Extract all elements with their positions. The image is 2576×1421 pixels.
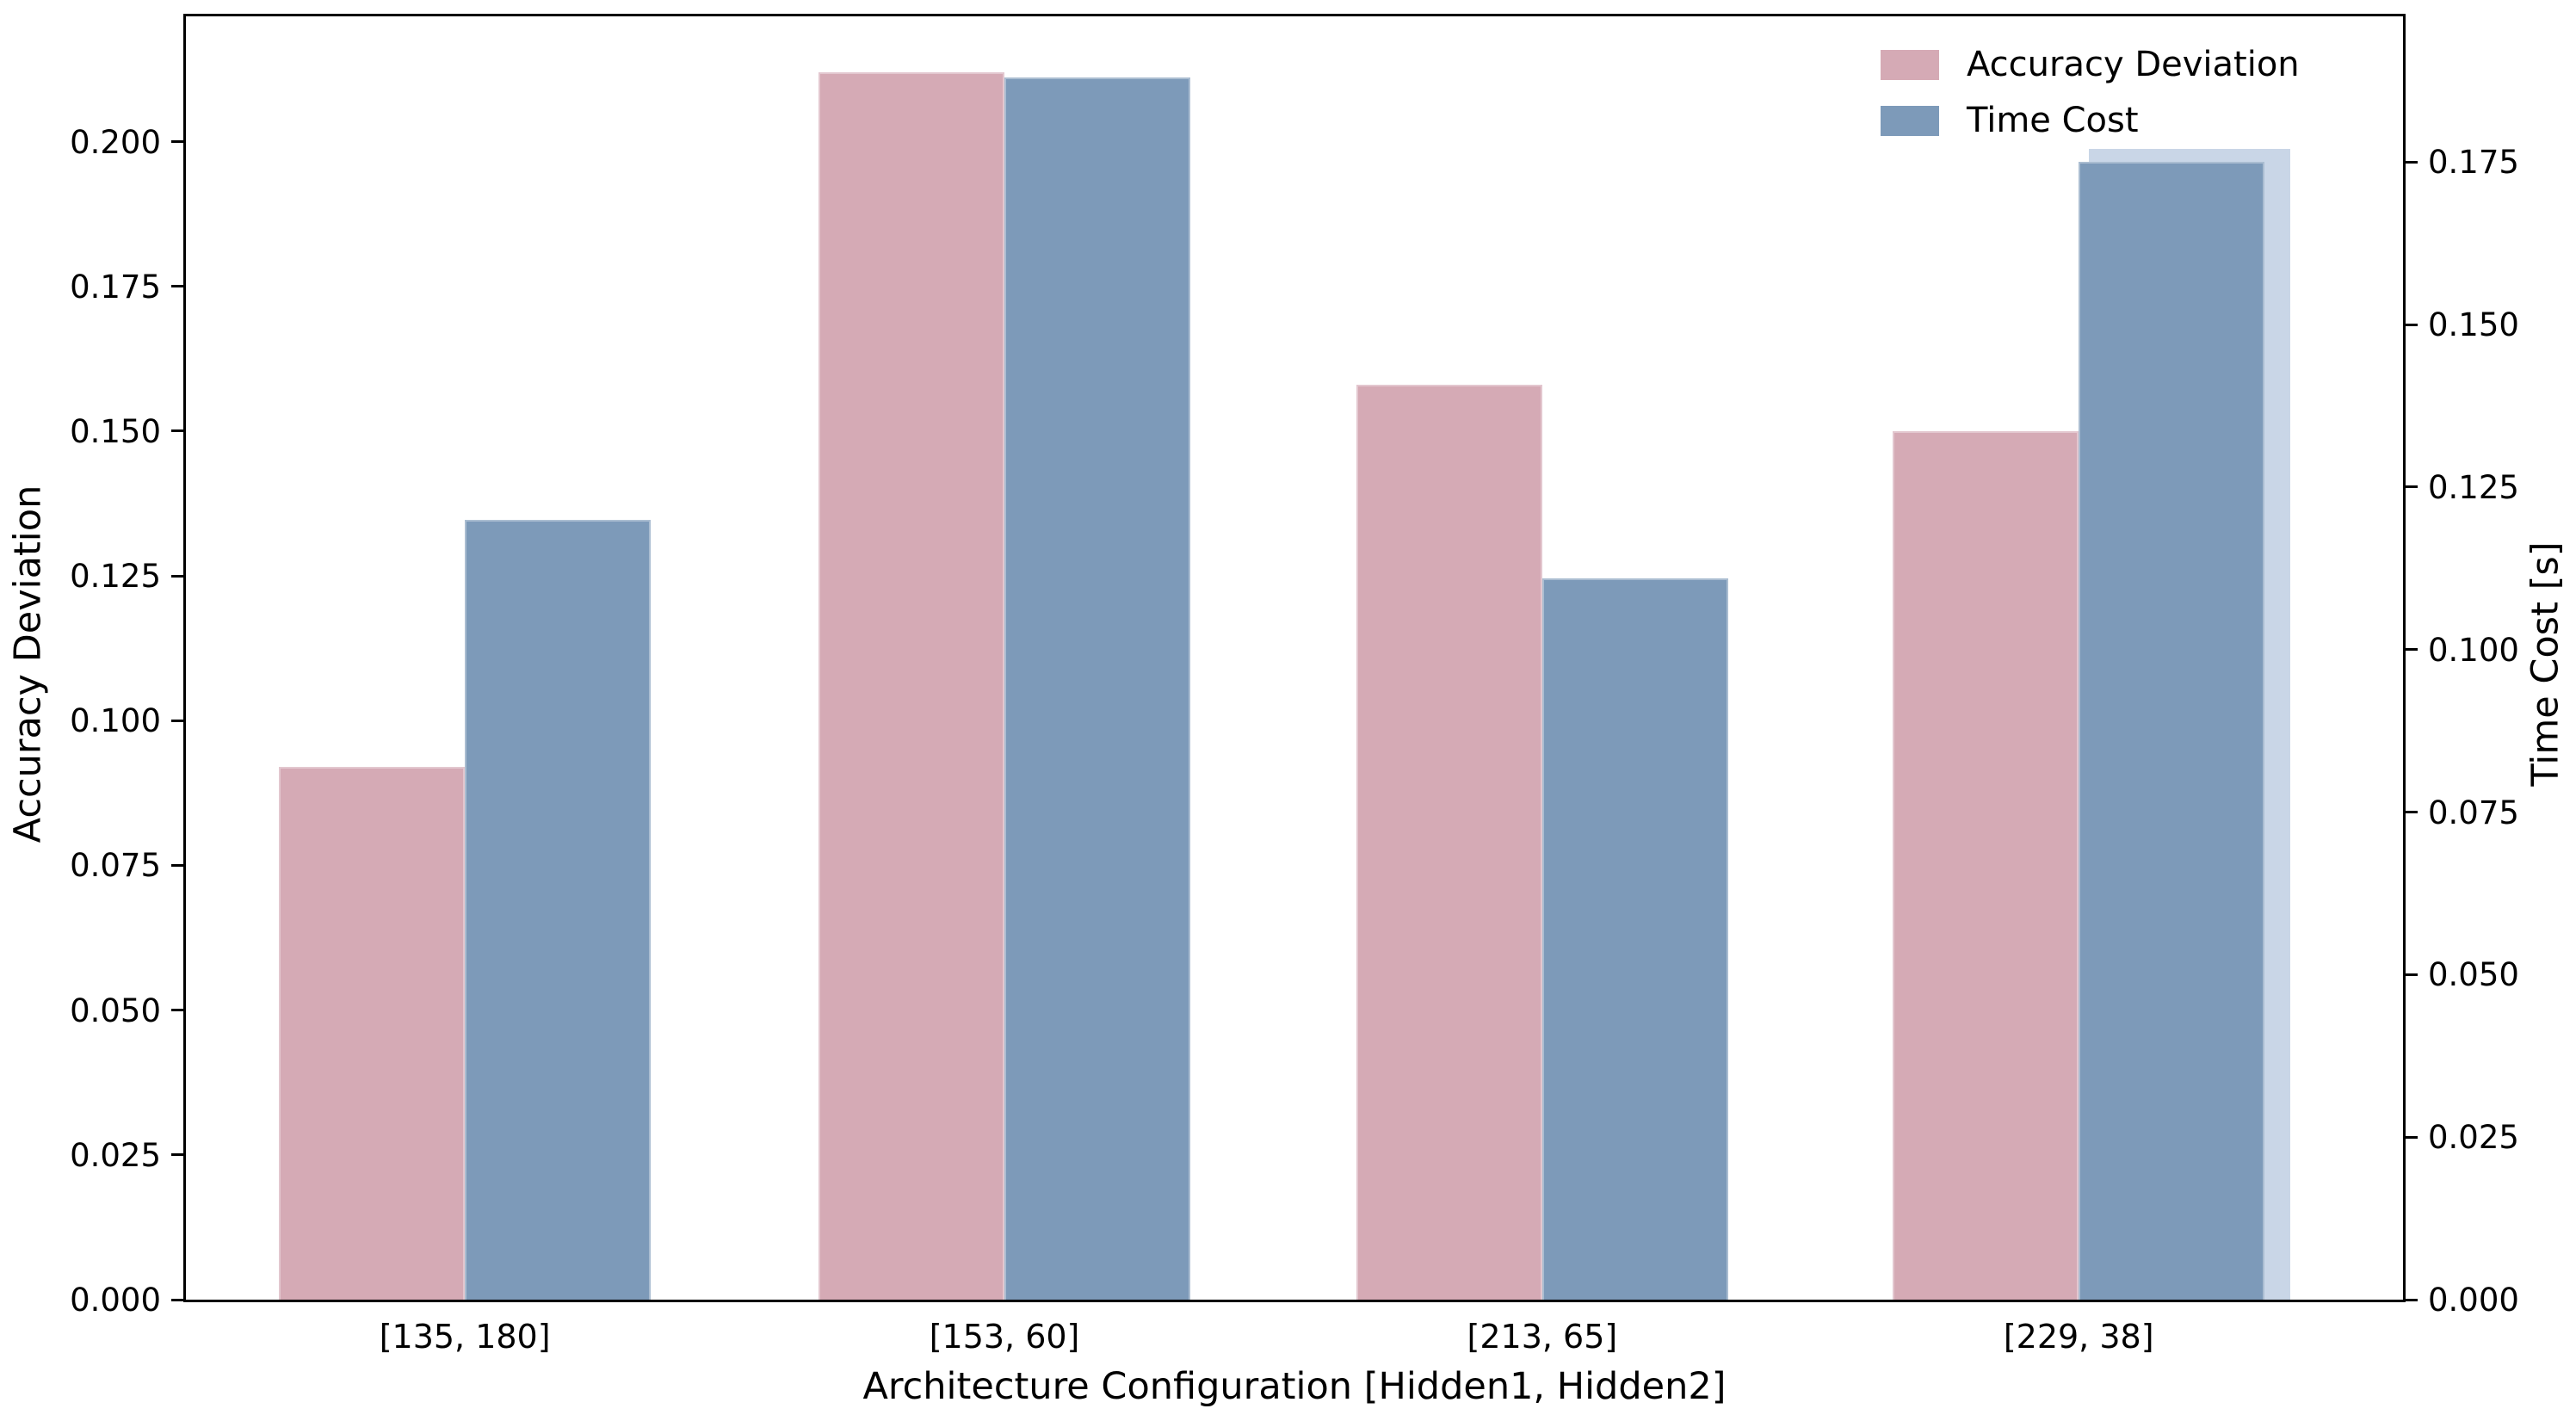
x-tick-label-3: [229, 38] [2003,1318,2154,1356]
y-tick-mark-left [171,1153,183,1157]
y-tick-mark-right [2406,811,2418,814]
y-tick-mark-left [171,574,183,578]
bar-accuracy-deviation-0 [279,767,466,1300]
legend-entry-time-cost: Time Cost [1881,103,2300,138]
y-tick-mark-left [171,429,183,433]
y-tick-label-left: 0.000 [70,1282,161,1319]
bar-accuracy-deviation-3 [1893,430,2079,1300]
y-tick-label-right: 0.050 [2428,956,2519,994]
y-tick-label-left: 0.200 [70,123,161,161]
legend: Accuracy Deviation Time Cost [1881,47,2300,159]
legend-entry-accuracy-deviation: Accuracy Deviation [1881,47,2300,82]
y-tick-mark-right [2406,1298,2418,1301]
legend-label: Accuracy Deviation [1967,45,2300,84]
bar-time-cost-3 [2079,162,2265,1300]
y-tick-label-right: 0.175 [2428,144,2519,182]
y-tick-label-left: 0.175 [70,268,161,306]
x-tick-label-2: [213, 65] [1467,1318,1618,1356]
y-tick-mark-left [171,863,183,867]
bar-time-cost-2 [1541,578,1728,1300]
y-tick-label-right: 0.125 [2428,468,2519,506]
y-tick-label-right: 0.000 [2428,1282,2519,1319]
y-tick-mark-right [2406,973,2418,976]
legend-swatch-blue-icon [1881,105,1939,136]
bar-accuracy-deviation-1 [819,71,1005,1300]
y-tick-label-left: 0.025 [70,1136,161,1174]
bar-time-cost-0 [465,519,652,1300]
y-tick-mark-right [2406,485,2418,489]
y-tick-label-right: 0.100 [2428,631,2519,669]
y-tick-label-left: 0.125 [70,558,161,596]
y-tick-label-left: 0.150 [70,412,161,450]
y-axis-label-left: Accuracy Deviation [6,485,50,843]
y-tick-mark-left [171,1298,183,1301]
y-tick-label-right: 0.075 [2428,794,2519,831]
bar-accuracy-deviation-2 [1356,385,1542,1300]
y-tick-mark-left [171,140,183,144]
x-axis-label: Architecture Configuration [Hidden1, Hid… [862,1365,1727,1408]
y-tick-mark-right [2406,323,2418,326]
y-tick-label-right: 0.150 [2428,306,2519,344]
y-tick-label-right: 0.025 [2428,1119,2519,1157]
legend-swatch-pink-icon [1881,49,1939,80]
x-tick-label-0: [135, 180] [379,1318,551,1356]
y-tick-label-left: 0.050 [70,992,161,1029]
y-tick-mark-left [171,1009,183,1012]
y-tick-mark-right [2406,160,2418,164]
y-tick-mark-left [171,285,183,288]
legend-label: Time Cost [1967,101,2139,140]
x-tick-label-1: [153, 60] [929,1318,1080,1356]
bar-time-cost-1 [1004,77,1191,1300]
y-tick-mark-right [2406,1135,2418,1139]
y-tick-mark-left [171,719,183,722]
y-tick-mark-right [2406,648,2418,652]
y-tick-label-left: 0.075 [70,847,161,885]
y-tick-label-left: 0.100 [70,702,161,740]
